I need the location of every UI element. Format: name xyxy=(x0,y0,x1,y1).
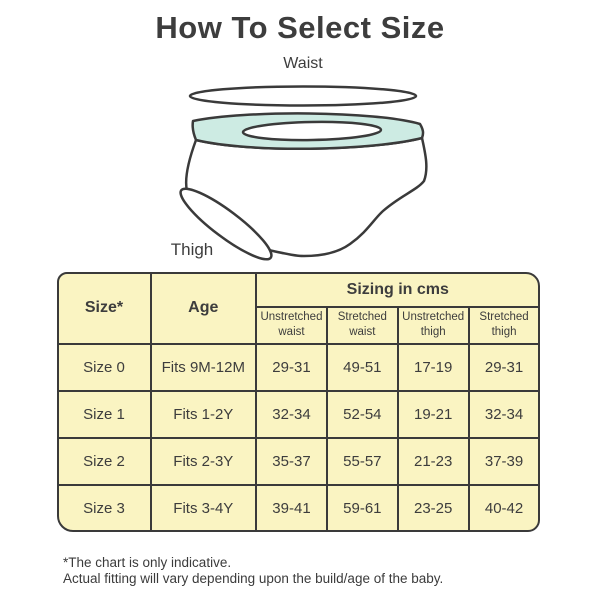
cell-size: Size 3 xyxy=(59,483,152,530)
cell-age: Fits 3-4Y xyxy=(149,483,258,530)
cell-size: Size 0 xyxy=(59,342,152,392)
cell-stretched-waist: 49-51 xyxy=(325,342,399,392)
thigh-ring xyxy=(179,187,273,261)
cell-age: Fits 9M-12M xyxy=(149,342,258,392)
table-row-size2: Size 2 Fits 2-3Y 35-37 55-57 21-23 37-39 xyxy=(59,436,538,486)
underwear-diagram xyxy=(179,85,428,261)
col-header-stretched-thigh: Stretched thigh xyxy=(467,305,538,345)
waist-ring xyxy=(188,85,418,107)
cell-age: Fits 1-2Y xyxy=(149,389,258,439)
cell-size: Size 2 xyxy=(59,436,152,486)
cell-unstretched-waist: 35-37 xyxy=(255,436,328,486)
cell-unstretched-waist: 32-34 xyxy=(255,389,328,439)
col-header-unstretched-thigh: Unstretched thigh xyxy=(396,305,470,345)
size-table-container: Size* Age Sizing in cms Unstretched wais… xyxy=(57,272,540,532)
cell-unstretched-waist: 29-31 xyxy=(255,342,328,392)
table-subheader-row: Unstretched waist Stretched waist Unstre… xyxy=(59,305,538,345)
table-row-size1: Size 1 Fits 1-2Y 32-34 52-54 19-21 32-34 xyxy=(59,389,538,439)
cell-unstretched-thigh: 21-23 xyxy=(396,436,470,486)
cell-stretched-thigh: 29-31 xyxy=(467,342,538,392)
cell-stretched-waist: 55-57 xyxy=(325,436,399,486)
cell-unstretched-thigh: 19-21 xyxy=(396,389,470,439)
cell-stretched-thigh: 37-39 xyxy=(467,436,538,486)
page-title: How To Select Size xyxy=(155,10,445,45)
size-table: Size* Age Sizing in cms Unstretched wais… xyxy=(59,274,538,530)
cell-stretched-waist: 59-61 xyxy=(325,483,399,530)
cell-stretched-thigh: 32-34 xyxy=(467,389,538,439)
waist-opening xyxy=(241,120,383,142)
col-header-age: Age xyxy=(149,274,258,345)
cell-unstretched-thigh: 17-19 xyxy=(396,342,470,392)
col-header-size: Size* xyxy=(59,274,152,345)
cell-age: Fits 2-3Y xyxy=(149,436,258,486)
col-header-sizing-group: Sizing in cms xyxy=(255,274,538,308)
footnote: *The chart is only indicative. Actual fi… xyxy=(63,555,563,587)
footnote-line1: *The chart is only indicative. xyxy=(63,555,232,570)
cell-unstretched-waist: 39-41 xyxy=(255,483,328,530)
cell-stretched-thigh: 40-42 xyxy=(467,483,538,530)
table-row-size0: Size 0 Fits 9M-12M 29-31 49-51 17-19 29-… xyxy=(59,342,538,392)
cell-stretched-waist: 52-54 xyxy=(325,389,399,439)
col-header-stretched-waist: Stretched waist xyxy=(325,305,399,345)
cell-unstretched-thigh: 23-25 xyxy=(396,483,470,530)
thigh-label: Thigh xyxy=(170,240,214,259)
cell-size: Size 1 xyxy=(59,389,152,439)
waist-label: Waist xyxy=(283,55,323,72)
col-header-unstretched-waist: Unstretched waist xyxy=(255,305,328,345)
table-header-row: Size* Age Sizing in cms xyxy=(59,274,538,345)
footnote-line2: Actual fitting will vary depending upon … xyxy=(63,571,444,587)
table-row-size3: Size 3 Fits 3-4Y 39-41 59-61 23-25 40-42 xyxy=(59,483,538,530)
